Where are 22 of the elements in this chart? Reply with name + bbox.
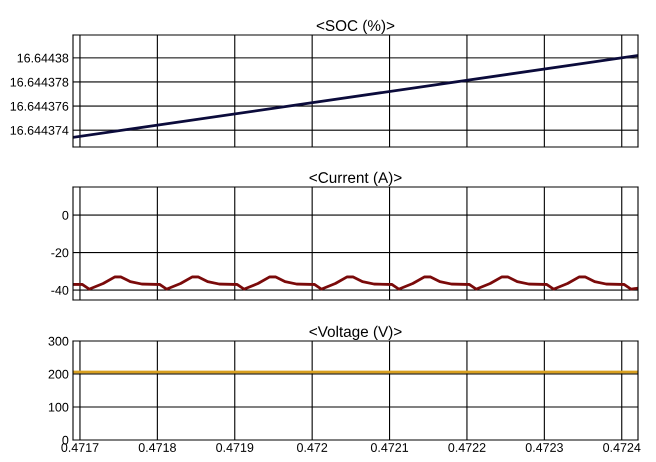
y-tick-label: 16.64438 <box>18 54 68 63</box>
x-tick-label: 0.472 <box>297 443 328 452</box>
y-tick-label: -40 <box>51 286 68 295</box>
y-tick-label: 16.644376 <box>10 102 68 111</box>
x-tick-label: 0.4721 <box>370 443 408 452</box>
chart-title: <Current (A)> <box>310 172 402 186</box>
y-tick-label: 300 <box>48 336 68 346</box>
chart-title: <Voltage (V)> <box>310 326 402 340</box>
x-tick-label: 0.4723 <box>526 443 563 452</box>
line-series <box>73 276 638 291</box>
y-tick-label: 200 <box>48 370 68 379</box>
x-tick-label: 0.4719 <box>216 443 254 452</box>
x-tick-label: 0.4724 <box>603 443 640 452</box>
chart-title: <SOC (%)> <box>316 20 394 34</box>
y-tick-label: 0 <box>62 210 68 220</box>
x-tick-label: 0.4717 <box>61 443 98 452</box>
y-tick-label: 16.644378 <box>10 78 68 87</box>
x-tick-label: 0.4722 <box>448 443 486 452</box>
y-tick-label: 16.644374 <box>10 126 68 135</box>
y-tick-label: -20 <box>51 248 68 258</box>
x-tick-label: 0.4718 <box>138 443 176 452</box>
y-tick-label: 100 <box>48 402 68 412</box>
